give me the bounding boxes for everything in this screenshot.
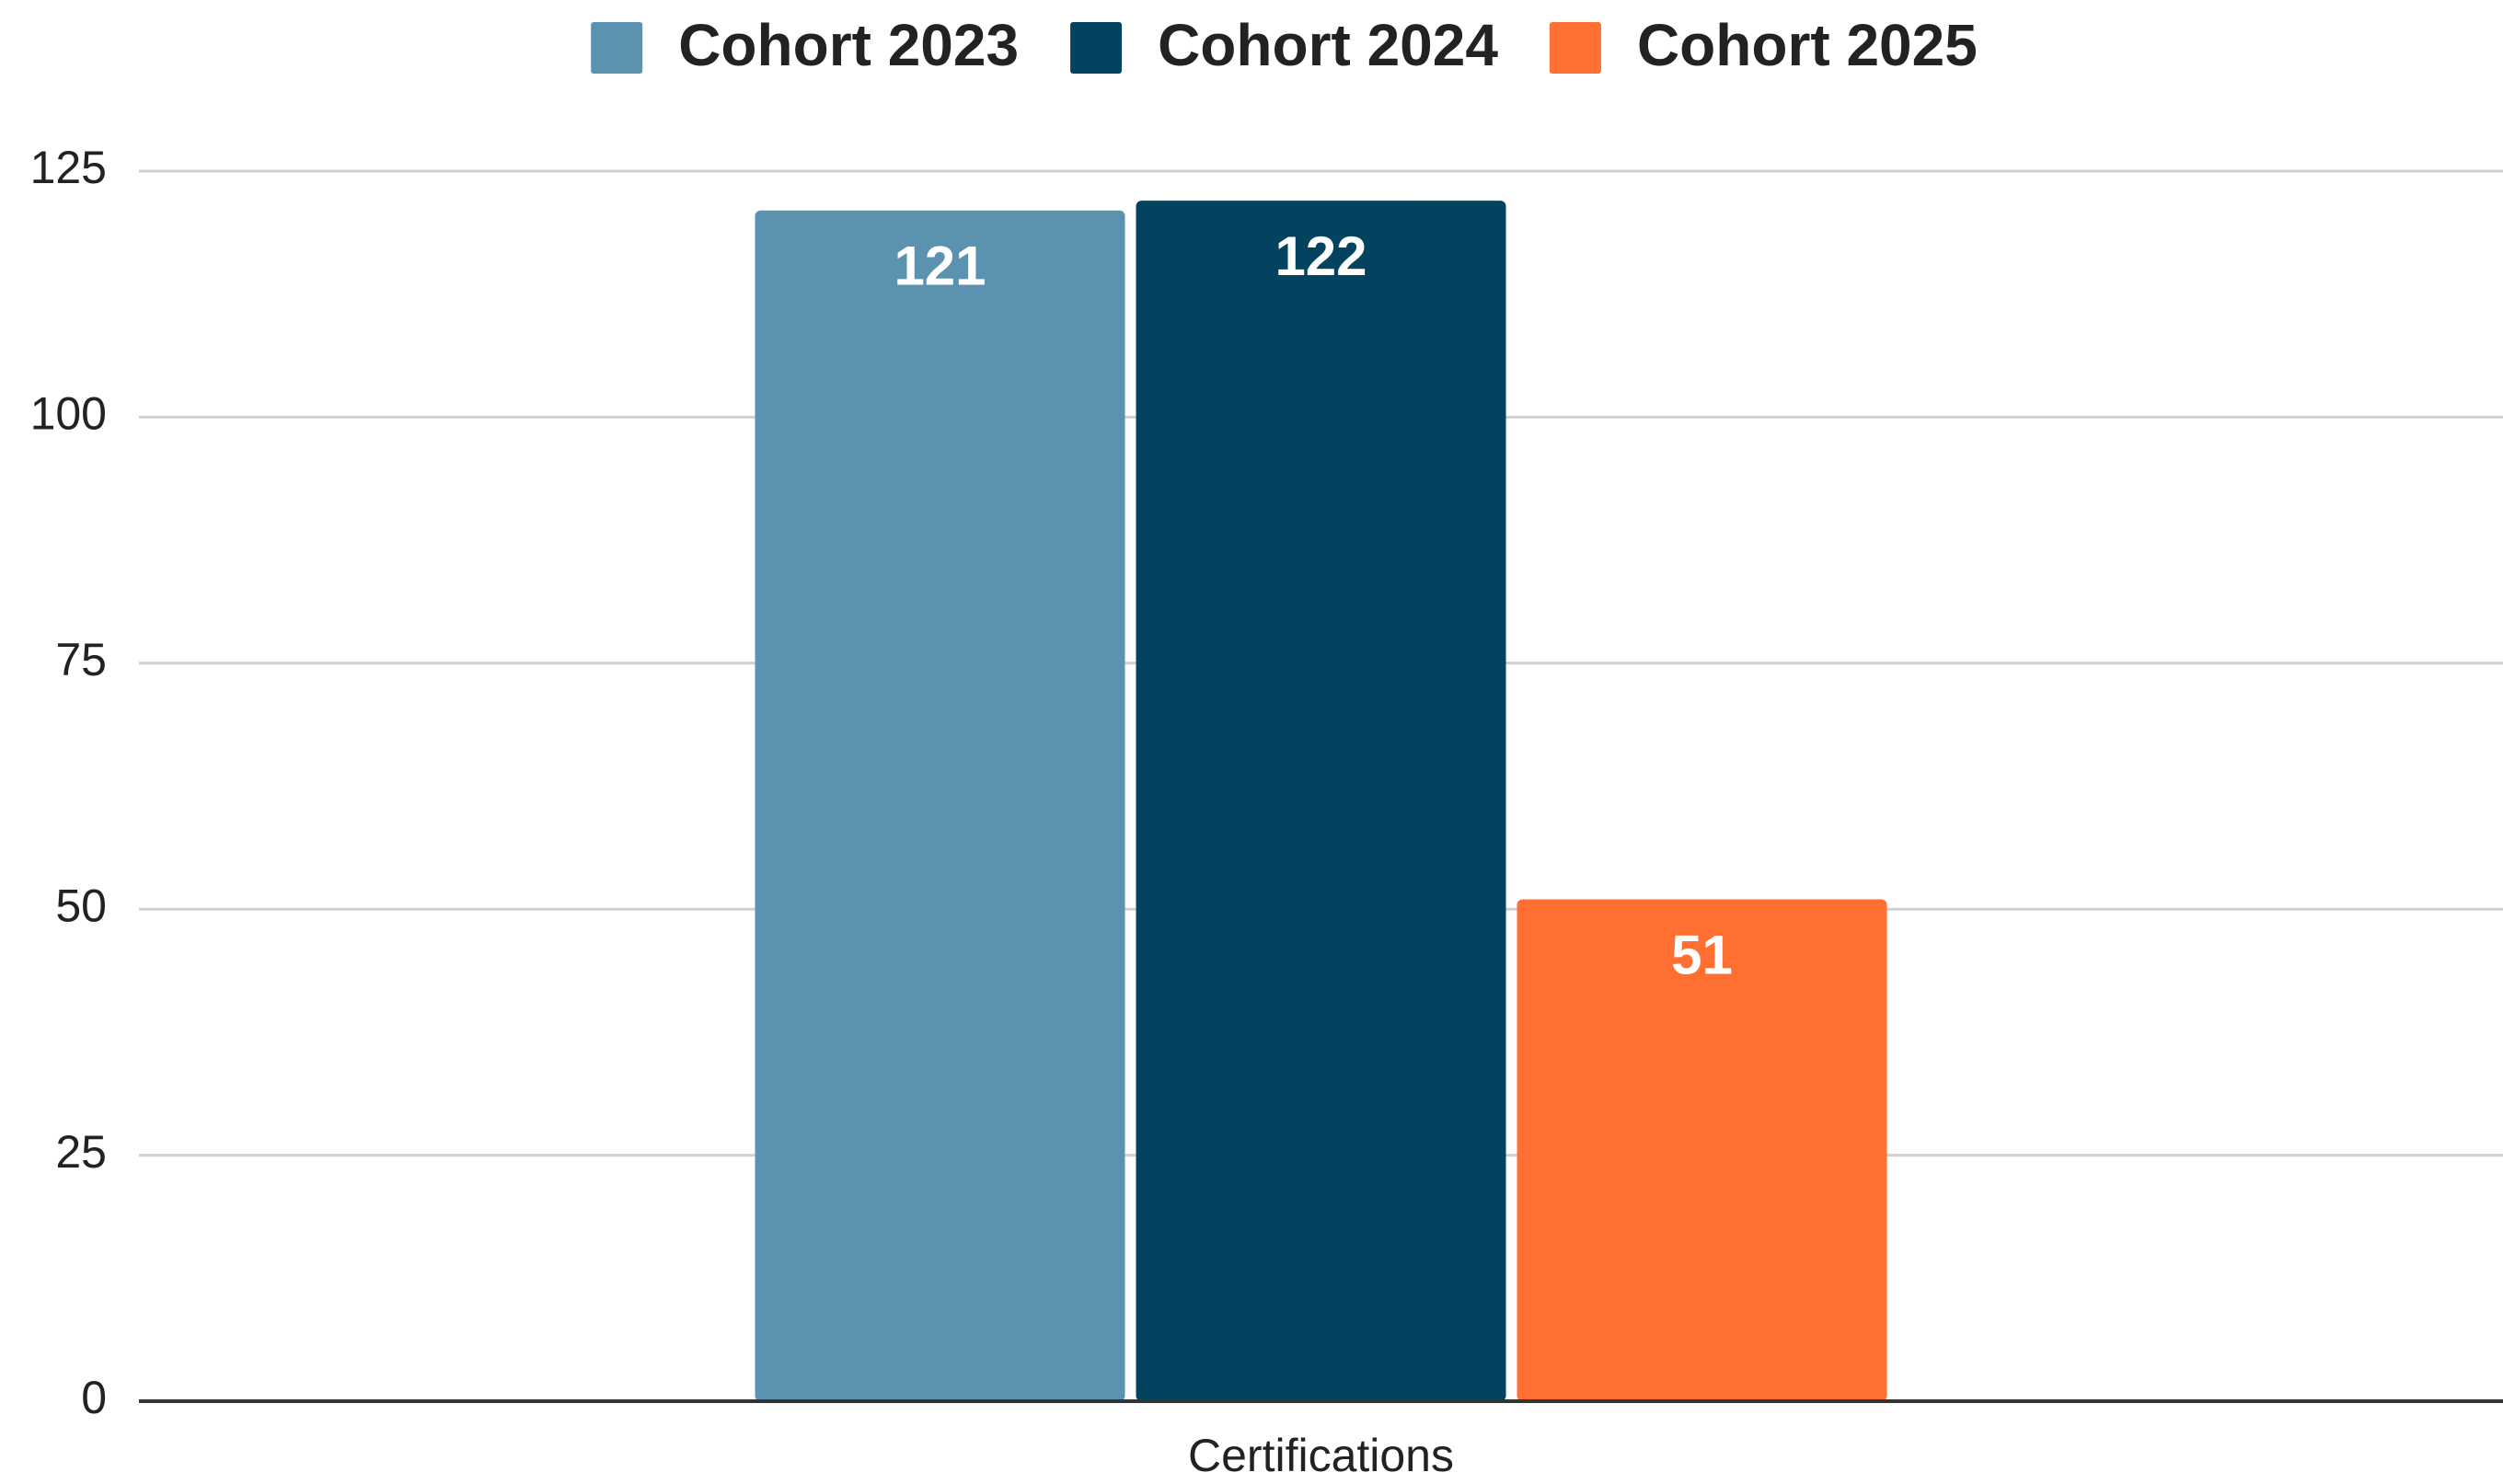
- y-tick-label: 100: [30, 388, 107, 440]
- bar: [1136, 201, 1506, 1401]
- legend-label: Cohort 2024: [1158, 12, 1498, 78]
- x-tick-label: Certifications: [1188, 1430, 1454, 1481]
- legend-swatch: [591, 22, 643, 74]
- data-label: 121: [894, 236, 986, 297]
- legend-label: Cohort 2025: [1637, 12, 1978, 78]
- y-tick-label: 125: [30, 142, 107, 193]
- legend-swatch: [1549, 22, 1601, 74]
- y-tick-label: 0: [81, 1372, 107, 1423]
- data-label: 122: [1275, 225, 1367, 287]
- data-label: 51: [1671, 924, 1733, 985]
- y-tick-label: 50: [55, 880, 107, 931]
- y-tick-label: 25: [55, 1126, 107, 1178]
- legend-swatch: [1070, 22, 1123, 74]
- bar: [755, 210, 1125, 1402]
- legend-label: Cohort 2023: [678, 12, 1019, 78]
- y-tick-label: 75: [55, 634, 107, 685]
- bar: [1517, 899, 1887, 1401]
